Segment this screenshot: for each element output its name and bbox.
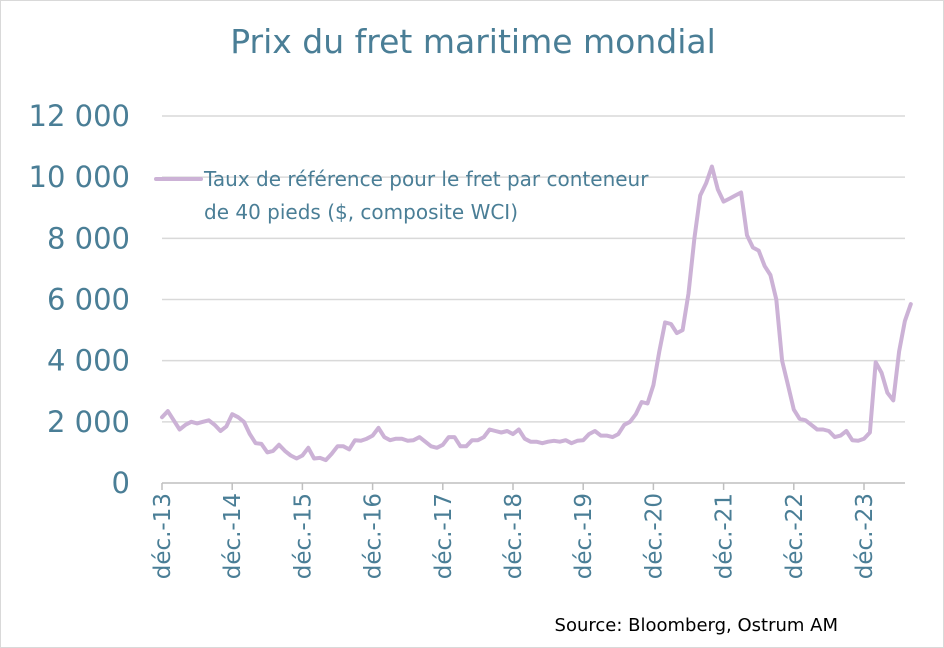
x-tick-label: déc.-15 [290,493,316,579]
chart-title: Prix du fret maritime mondial [230,22,716,61]
y-tick-label: 2 000 [47,405,130,439]
y-axis-ticks: 0 2 000 4 000 6 000 8 000 10 000 12 000 [29,99,130,500]
x-tick-label: déc.-13 [150,493,176,579]
x-tick-label: déc.-22 [782,493,808,579]
x-tick-label: déc.-17 [431,493,457,579]
series-line [160,164,913,463]
x-tick-label: déc.-23 [852,493,878,579]
y-tick-label: 4 000 [47,344,130,378]
y-tick-label: 6 000 [47,283,130,317]
legend-label-line2: de 40 pieds ($, composite WCI) [204,200,518,224]
legend: Taux de référence pour le fret par conte… [154,167,649,224]
legend-label-line1: Taux de référence pour le fret par conte… [203,167,649,191]
y-tick-label: 8 000 [47,221,130,255]
x-tick-label: déc.-18 [501,493,527,579]
source-note: Source: Bloomberg, Ostrum AM [555,615,838,636]
gridlines [162,115,905,484]
y-tick-label: 0 [112,466,130,500]
x-tick-label: déc.-20 [641,493,667,579]
x-tick-label: déc.-21 [712,493,738,579]
x-tick-label: déc.-14 [220,493,246,579]
y-tick-label: 10 000 [29,160,130,194]
x-tick-label: déc.-16 [361,493,387,579]
x-tick-label: déc.-19 [571,493,597,579]
y-tick-label: 12 000 [29,99,130,133]
x-axis-ticks: déc.-13 déc.-14 déc.-15 déc.-16 déc.-17 déc.-… [150,483,878,579]
series-layer [160,164,913,463]
